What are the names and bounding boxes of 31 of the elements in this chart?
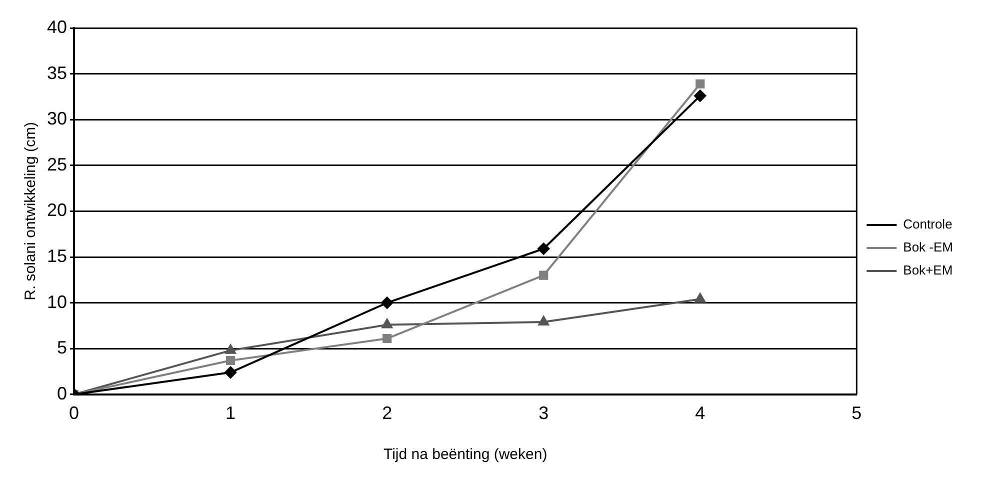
point — [382, 334, 392, 344]
y-tick-label: 20 — [46, 200, 68, 220]
y-tick-label: 10 — [46, 292, 68, 312]
y-axis-title: R. solani ontwikkeling (cm) — [22, 122, 40, 300]
legend-label: Controle — [903, 216, 952, 232]
point — [538, 316, 549, 326]
y-tick-label: 15 — [46, 246, 68, 266]
y-tick-label: 35 — [46, 62, 68, 83]
y-tick-label: 5 — [57, 338, 68, 358]
x-tick-label: 4 — [695, 403, 706, 424]
point — [381, 296, 394, 309]
y-tick-label: 40 — [46, 16, 68, 37]
point — [694, 90, 706, 102]
point — [225, 344, 236, 354]
point — [696, 79, 705, 88]
point — [539, 270, 548, 280]
x-tick-label: 5 — [852, 403, 862, 424]
x-tick-label: 3 — [538, 403, 549, 424]
point — [382, 318, 392, 328]
x-axis-title: Tijd na beënting (weken) — [383, 446, 548, 464]
x-tick-label: 1 — [226, 403, 236, 424]
point — [538, 242, 550, 255]
point — [224, 366, 237, 378]
x-tick-label: 2 — [382, 403, 392, 424]
point — [226, 356, 236, 366]
legend-label: Bok+EM — [903, 262, 953, 278]
point — [694, 293, 706, 303]
y-tick-label: 0 — [57, 383, 68, 404]
legend-label: Bok -EM — [903, 240, 953, 255]
y-tick-label: 25 — [46, 154, 68, 174]
y-tick-label: 30 — [46, 108, 68, 129]
